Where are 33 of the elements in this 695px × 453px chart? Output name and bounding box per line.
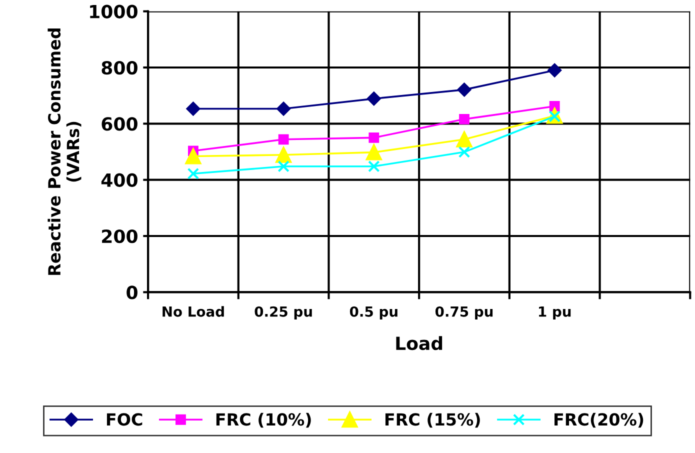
y-tick-label: 200 bbox=[102, 229, 138, 244]
x-tick-label: 0.25 pu bbox=[254, 306, 312, 320]
x-tick-label: No Load bbox=[162, 306, 224, 317]
x-tick-label: 0.5 pu bbox=[350, 306, 398, 320]
y-tick-label: 0 bbox=[126, 286, 138, 300]
point bbox=[278, 134, 289, 145]
point bbox=[185, 148, 202, 164]
legend-label: FRC(20%) bbox=[554, 412, 644, 428]
legend-label: FOC bbox=[106, 413, 142, 426]
point bbox=[457, 82, 472, 97]
y-axis-title: Reactive Power Consumed (VARs) bbox=[48, 28, 82, 275]
point bbox=[548, 63, 562, 78]
point bbox=[278, 160, 290, 172]
point bbox=[186, 102, 200, 116]
point bbox=[456, 131, 472, 148]
point bbox=[276, 146, 292, 163]
point bbox=[187, 168, 200, 180]
point bbox=[368, 160, 380, 172]
point bbox=[366, 144, 382, 160]
point bbox=[368, 132, 380, 143]
y-tick-label: 800 bbox=[102, 60, 138, 75]
x-axis-title: Load bbox=[396, 336, 442, 350]
point bbox=[458, 146, 470, 158]
x-tick-label: 1 pu bbox=[539, 306, 571, 320]
x-tick-label: 0.75 pu bbox=[435, 306, 493, 320]
y-tick-label: 1000 bbox=[90, 4, 138, 18]
point bbox=[366, 92, 381, 106]
legend-label: FRC (10%) bbox=[216, 412, 311, 428]
y-tick-label: 400 bbox=[101, 173, 138, 187]
legend-label: FRC (15%) bbox=[385, 412, 480, 428]
y-tick-label: 600 bbox=[102, 117, 138, 131]
point bbox=[459, 114, 470, 124]
point bbox=[276, 102, 290, 116]
